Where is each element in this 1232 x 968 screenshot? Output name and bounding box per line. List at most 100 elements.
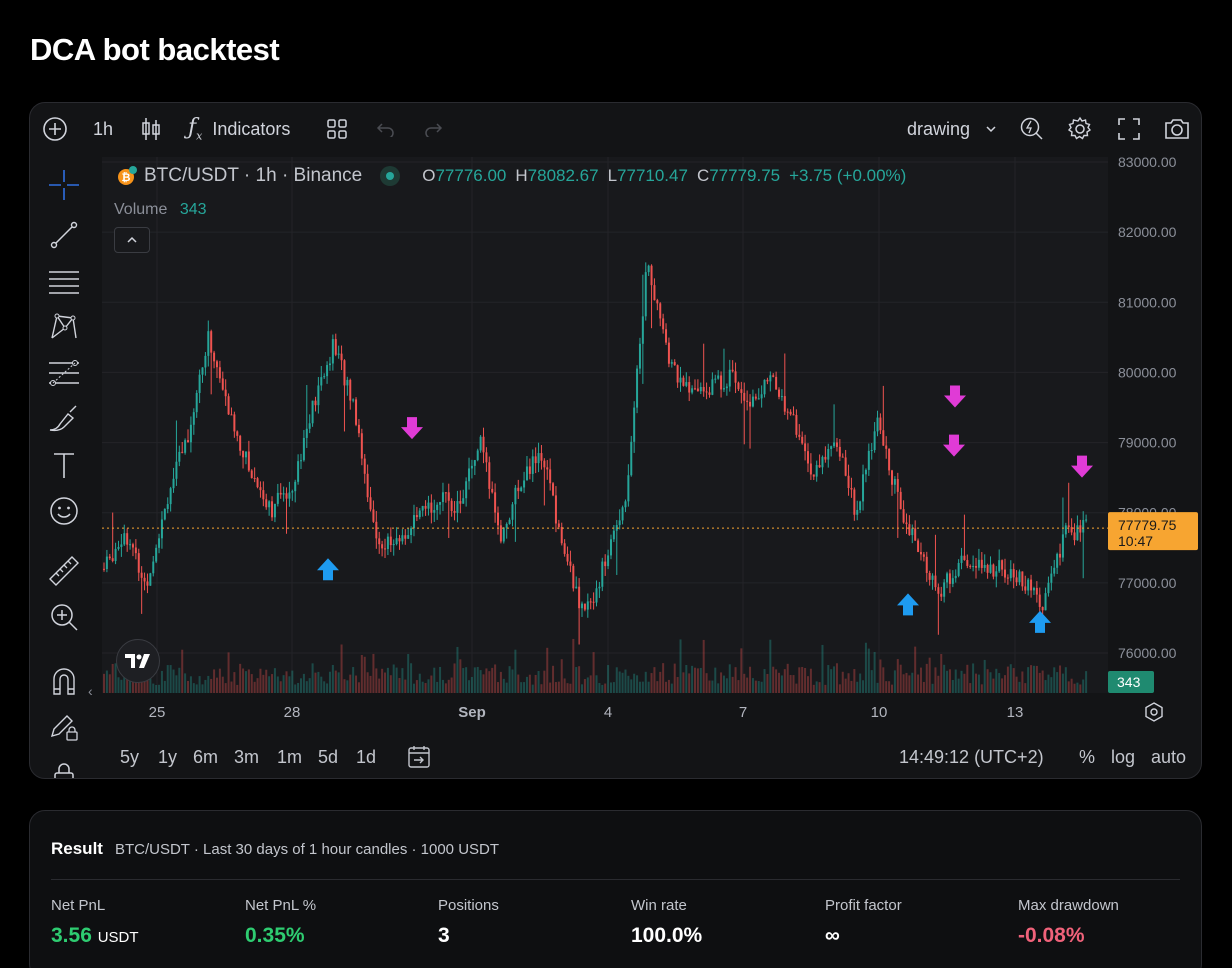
redo-button[interactable] (422, 103, 444, 155)
candle (983, 554, 986, 572)
candle-body (520, 487, 523, 492)
candle (969, 564, 972, 569)
candle-body (908, 524, 911, 536)
candle-body (806, 451, 809, 464)
volume-bar (456, 646, 459, 693)
candle (995, 566, 998, 588)
candle-body (163, 509, 166, 520)
candle-body (404, 535, 407, 539)
emoji-tool[interactable] (46, 493, 82, 529)
volume-bar (537, 670, 540, 693)
candle-body (560, 527, 563, 544)
log-toggle[interactable]: log (1111, 746, 1136, 767)
candle (917, 538, 920, 553)
indicators-button[interactable]: ƒx Indicators (188, 103, 290, 155)
candle (531, 449, 534, 482)
undo-button[interactable] (375, 103, 397, 155)
zoom-tool[interactable] (46, 599, 82, 635)
collapse-legend-button[interactable] (114, 227, 150, 253)
candle-body (688, 382, 691, 393)
pattern-tool[interactable] (46, 309, 82, 345)
auto-scale-button[interactable] (1143, 701, 1165, 728)
lock-all-tool[interactable] (46, 757, 82, 778)
range-1d[interactable]: 1d (356, 746, 377, 767)
candle-body (129, 544, 132, 546)
clock-label[interactable]: 14:49:12 (UTC+2) (899, 746, 1044, 767)
candle (172, 467, 175, 493)
tradingview-logo[interactable] (116, 639, 160, 683)
range-5y[interactable]: 5y (120, 746, 140, 767)
go-to-date-button[interactable] (406, 735, 432, 778)
text-tool[interactable] (46, 447, 82, 483)
candle-body (398, 538, 401, 542)
candle (247, 440, 250, 473)
zoom-in-icon (51, 604, 78, 631)
time-scale[interactable]: 25 28 Sep 4 7 10 13 (102, 693, 1108, 731)
measure-tool[interactable] (46, 553, 82, 589)
volume-bar (337, 672, 340, 693)
fib-tool[interactable] (46, 355, 82, 391)
candle (641, 274, 644, 384)
candle (386, 533, 389, 556)
candle-body (1006, 577, 1009, 579)
auto-toggle[interactable]: auto (1151, 746, 1187, 767)
candle-body (468, 468, 471, 482)
chart-plot-area[interactable]: ₿ BTC/USDT · 1h · Binance O 77776.00 H 780… (102, 157, 1108, 693)
symbol-label[interactable]: BTC/USDT · 1h · Binance (144, 165, 363, 186)
candle-body (424, 505, 427, 509)
candle-body (256, 478, 259, 488)
trend-line-tool[interactable] (46, 217, 82, 253)
candle-body (844, 457, 847, 476)
range-3m[interactable]: 3m (234, 746, 260, 767)
volume-badge-text: 343 (1117, 674, 1141, 690)
candle (1047, 576, 1050, 597)
candle (552, 482, 555, 497)
screenshot-button[interactable] (1163, 103, 1191, 155)
percent-toggle[interactable]: % (1079, 746, 1096, 767)
candle-body (221, 378, 224, 390)
candle (954, 569, 957, 583)
magnet-tool[interactable] (46, 663, 82, 699)
candle (415, 506, 418, 522)
candle-body (459, 501, 462, 504)
volume-bar (381, 668, 384, 693)
candle (250, 469, 253, 479)
volume-bar (331, 664, 334, 693)
settings-button[interactable] (1067, 103, 1093, 155)
horizontal-lines-tool[interactable] (46, 263, 82, 299)
candle (705, 382, 708, 400)
candle-body (131, 544, 134, 548)
candle (549, 458, 552, 491)
range-5d[interactable]: 5d (318, 746, 339, 767)
volume-bar (108, 674, 111, 693)
candle-body (717, 375, 720, 379)
candle (711, 372, 714, 396)
crosshair-tool[interactable] (46, 167, 82, 203)
collapse-toolbar-icon[interactable]: ‹ (88, 683, 93, 699)
candle (1032, 586, 1035, 595)
chart-type-button[interactable] (140, 103, 162, 155)
candle-body (181, 451, 184, 453)
candle-body (401, 535, 404, 542)
lock-drawing-tool[interactable] (46, 709, 82, 745)
drawing-toolbar (30, 155, 100, 778)
layouts-button[interactable] (326, 103, 348, 155)
volume-bar (659, 671, 662, 693)
candle (688, 376, 691, 402)
candle (137, 548, 140, 581)
brush-tool[interactable] (46, 401, 82, 437)
range-6m[interactable]: 6m (193, 746, 219, 767)
interval-button[interactable]: 1h (93, 118, 114, 139)
candle-body (853, 489, 856, 515)
fullscreen-button[interactable] (1117, 103, 1141, 155)
drawing-dropdown[interactable]: drawing (907, 103, 998, 155)
candle (1053, 559, 1056, 577)
add-symbol-button[interactable] (42, 103, 68, 155)
candle (653, 278, 656, 301)
range-1y[interactable]: 1y (158, 746, 178, 767)
quick-search-button[interactable] (1019, 103, 1045, 155)
range-1m[interactable]: 1m (277, 746, 303, 767)
price-scale[interactable]: 83000.00 82000.00 81000.00 80000.00 79000.00… (1108, 154, 1201, 732)
price-tick: 76000.00 (1118, 645, 1177, 661)
candle (928, 570, 931, 586)
